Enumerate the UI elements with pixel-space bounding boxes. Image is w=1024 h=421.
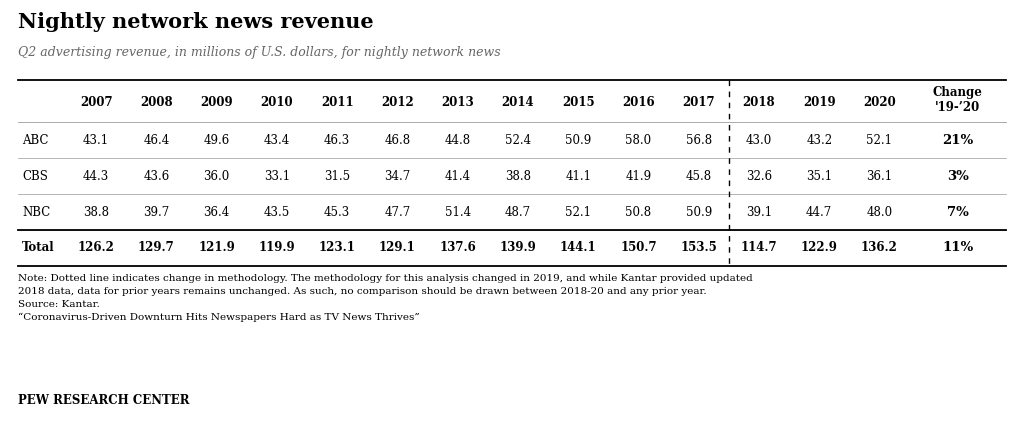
Text: 121.9: 121.9 [199, 242, 236, 255]
Text: 3%: 3% [947, 170, 969, 182]
Text: 50.9: 50.9 [565, 133, 591, 147]
Text: 126.2: 126.2 [78, 242, 115, 255]
Text: 122.9: 122.9 [801, 242, 838, 255]
Text: 43.5: 43.5 [264, 205, 290, 218]
Text: 48.0: 48.0 [866, 205, 893, 218]
Text: 52.1: 52.1 [866, 133, 893, 147]
Text: 2011: 2011 [321, 96, 353, 109]
Text: 11%: 11% [942, 242, 974, 255]
Text: Total: Total [22, 242, 54, 255]
Text: 2019: 2019 [803, 96, 836, 109]
Text: 137.6: 137.6 [439, 242, 476, 255]
Text: 43.6: 43.6 [143, 170, 170, 182]
Text: Change
'19-’20: Change '19-’20 [933, 86, 983, 114]
Text: 46.4: 46.4 [143, 133, 170, 147]
Text: Nightly network news revenue: Nightly network news revenue [18, 12, 374, 32]
Text: 43.1: 43.1 [83, 133, 110, 147]
Text: 32.6: 32.6 [745, 170, 772, 182]
Text: 2018 data, data for prior years remains unchanged. As such, no comparison should: 2018 data, data for prior years remains … [18, 287, 707, 296]
Text: 139.9: 139.9 [500, 242, 537, 255]
Text: Source: Kantar.: Source: Kantar. [18, 300, 99, 309]
Text: 41.4: 41.4 [444, 170, 471, 182]
Text: 2008: 2008 [140, 96, 173, 109]
Text: 44.7: 44.7 [806, 205, 833, 218]
Text: 36.0: 36.0 [204, 170, 229, 182]
Text: 39.7: 39.7 [143, 205, 170, 218]
Text: 36.4: 36.4 [204, 205, 229, 218]
Text: 153.5: 153.5 [680, 242, 717, 255]
Text: 2012: 2012 [381, 96, 414, 109]
Text: 46.3: 46.3 [324, 133, 350, 147]
Text: PEW RESEARCH CENTER: PEW RESEARCH CENTER [18, 394, 189, 407]
Text: Note: Dotted line indicates change in methodology. The methodology for this anal: Note: Dotted line indicates change in me… [18, 274, 753, 283]
Text: 2013: 2013 [441, 96, 474, 109]
Text: 21%: 21% [942, 133, 974, 147]
Text: 48.7: 48.7 [505, 205, 531, 218]
Text: 33.1: 33.1 [264, 170, 290, 182]
Text: “Coronavirus-Driven Downturn Hits Newspapers Hard as TV News Thrives”: “Coronavirus-Driven Downturn Hits Newspa… [18, 313, 420, 322]
Text: 2017: 2017 [682, 96, 715, 109]
Text: 49.6: 49.6 [204, 133, 229, 147]
Text: 35.1: 35.1 [806, 170, 833, 182]
Text: 51.4: 51.4 [444, 205, 471, 218]
Text: 34.7: 34.7 [384, 170, 411, 182]
Text: 144.1: 144.1 [560, 242, 597, 255]
Text: Q2 advertising revenue, in millions of U.S. dollars, for nightly network news: Q2 advertising revenue, in millions of U… [18, 46, 501, 59]
Text: 46.8: 46.8 [384, 133, 411, 147]
Text: 58.0: 58.0 [626, 133, 651, 147]
Text: CBS: CBS [22, 170, 48, 182]
Text: 2015: 2015 [562, 96, 595, 109]
Text: 123.1: 123.1 [318, 242, 355, 255]
Text: 119.9: 119.9 [259, 242, 295, 255]
Text: 31.5: 31.5 [324, 170, 350, 182]
Text: 2009: 2009 [201, 96, 232, 109]
Text: 50.9: 50.9 [685, 205, 712, 218]
Text: 129.1: 129.1 [379, 242, 416, 255]
Text: 136.2: 136.2 [861, 242, 898, 255]
Text: 2020: 2020 [863, 96, 896, 109]
Text: 114.7: 114.7 [740, 242, 777, 255]
Text: 38.8: 38.8 [505, 170, 530, 182]
Text: 45.8: 45.8 [686, 170, 712, 182]
Text: 7%: 7% [947, 205, 969, 218]
Text: 47.7: 47.7 [384, 205, 411, 218]
Text: 36.1: 36.1 [866, 170, 893, 182]
Text: 129.7: 129.7 [138, 242, 175, 255]
Text: 52.1: 52.1 [565, 205, 591, 218]
Text: 2007: 2007 [80, 96, 113, 109]
Text: 52.4: 52.4 [505, 133, 531, 147]
Text: 56.8: 56.8 [686, 133, 712, 147]
Text: 150.7: 150.7 [621, 242, 656, 255]
Text: 43.2: 43.2 [806, 133, 833, 147]
Text: 45.3: 45.3 [324, 205, 350, 218]
Text: 2018: 2018 [742, 96, 775, 109]
Text: 50.8: 50.8 [626, 205, 651, 218]
Text: 2016: 2016 [623, 96, 654, 109]
Text: 39.1: 39.1 [745, 205, 772, 218]
Text: ABC: ABC [22, 133, 48, 147]
Text: 2014: 2014 [502, 96, 535, 109]
Text: 2010: 2010 [260, 96, 293, 109]
Text: 44.3: 44.3 [83, 170, 110, 182]
Text: 41.1: 41.1 [565, 170, 591, 182]
Text: 43.0: 43.0 [745, 133, 772, 147]
Text: 43.4: 43.4 [264, 133, 290, 147]
Text: NBC: NBC [22, 205, 50, 218]
Text: 38.8: 38.8 [83, 205, 110, 218]
Text: 41.9: 41.9 [626, 170, 651, 182]
Text: 44.8: 44.8 [444, 133, 471, 147]
